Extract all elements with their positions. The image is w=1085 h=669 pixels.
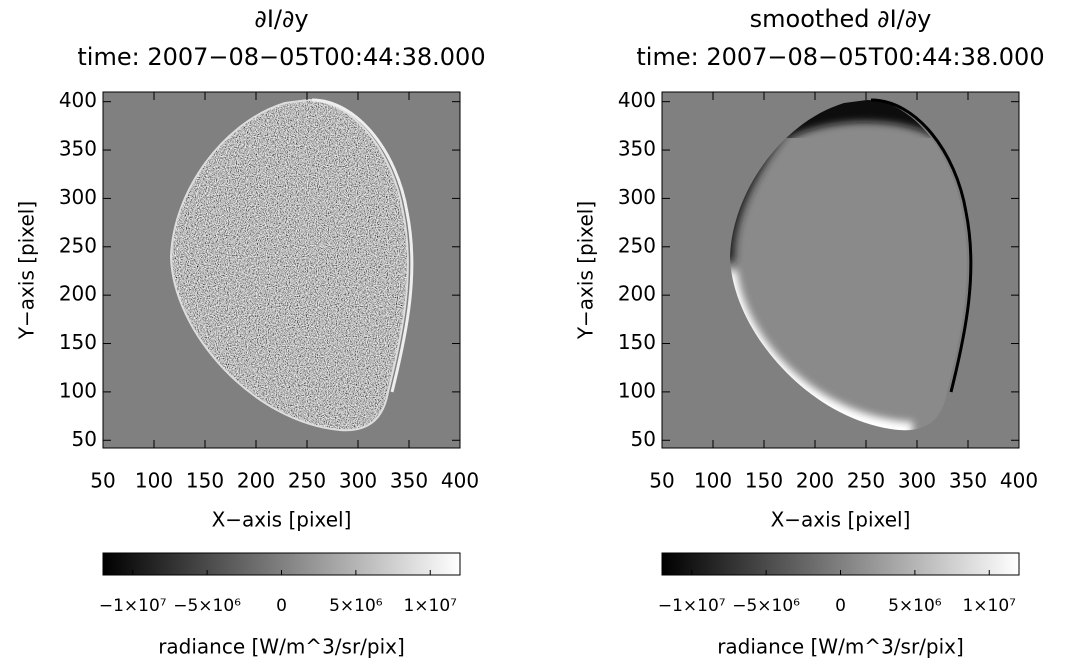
x-tick-label: 350 [390, 469, 428, 493]
x-axis-label: X−axis [pixel] [771, 508, 911, 532]
plot-frame [102, 91, 461, 449]
chart-title: time: 2007−08−05T00:44:38.000 [77, 43, 485, 71]
colorbar-tick-label: −5×10⁶ [173, 596, 241, 616]
y-tick-label: 250 [618, 233, 656, 257]
y-tick-label: 50 [631, 427, 656, 451]
x-tick-label: 400 [1000, 469, 1038, 493]
x-tick-label: 300 [898, 469, 936, 493]
y-tick-label: 150 [59, 330, 97, 354]
y-tick-label: 100 [618, 378, 656, 402]
x-axis-label: X−axis [pixel] [212, 508, 352, 532]
y-tick-label: 200 [59, 282, 97, 306]
y-axis-label: Y−axis [pixel] [15, 201, 39, 340]
colorbar-tick-label: 0 [276, 596, 287, 616]
x-tick-label: 150 [745, 469, 783, 493]
y-tick-label: 200 [618, 282, 656, 306]
y-tick-label: 150 [618, 330, 656, 354]
x-tick-label: 250 [288, 469, 326, 493]
right-limb [311, 98, 414, 393]
x-tick-label: 250 [847, 469, 885, 493]
x-tick-label: 150 [186, 469, 224, 493]
y-tick-label: 250 [59, 233, 97, 257]
chart-title: time: 2007−08−05T00:44:38.000 [636, 43, 1044, 71]
chart-title: ∂I/∂y [254, 5, 308, 33]
y-tick-label: 300 [59, 185, 97, 209]
colorbar-tick-label: −1×10⁷ [99, 596, 167, 616]
y-tick-label: 50 [72, 427, 97, 451]
x-tick-label: 200 [237, 469, 275, 493]
limb-edge [169, 98, 409, 432]
right-limb [870, 98, 973, 393]
colorbar-tick-label: 5×10⁶ [888, 596, 942, 616]
y-tick-label: 350 [618, 137, 656, 161]
y-tick-label: 400 [59, 88, 97, 112]
x-tick-label: 100 [694, 469, 732, 493]
colorbar-tick-label: −1×10⁷ [658, 596, 726, 616]
chart-title: smoothed ∂I/∂y [750, 5, 932, 33]
x-tick-label: 50 [649, 469, 674, 493]
colorbar-tick-label: −5×10⁶ [732, 596, 800, 616]
y-tick-label: 400 [618, 88, 656, 112]
x-tick-label: 200 [796, 469, 834, 493]
colorbar-tick-label: 5×10⁶ [329, 596, 383, 616]
colorbar-tick-label: 1×10⁷ [962, 596, 1016, 616]
x-tick-label: 100 [135, 469, 173, 493]
plot-frame [661, 91, 1020, 449]
colorbar-tick-label: 0 [835, 596, 846, 616]
colorbar-tick-label: 1×10⁷ [403, 596, 457, 616]
y-tick-label: 100 [59, 378, 97, 402]
colorbar-label: radiance [W/m^3/sr/pix] [717, 635, 964, 659]
y-tick-label: 300 [618, 185, 656, 209]
x-tick-label: 50 [90, 469, 115, 493]
x-tick-label: 300 [339, 469, 377, 493]
colorbar-label: radiance [W/m^3/sr/pix] [158, 635, 405, 659]
x-tick-label: 350 [949, 469, 987, 493]
x-tick-label: 400 [441, 469, 479, 493]
y-axis-label: Y−axis [pixel] [574, 201, 598, 340]
y-tick-label: 350 [59, 137, 97, 161]
